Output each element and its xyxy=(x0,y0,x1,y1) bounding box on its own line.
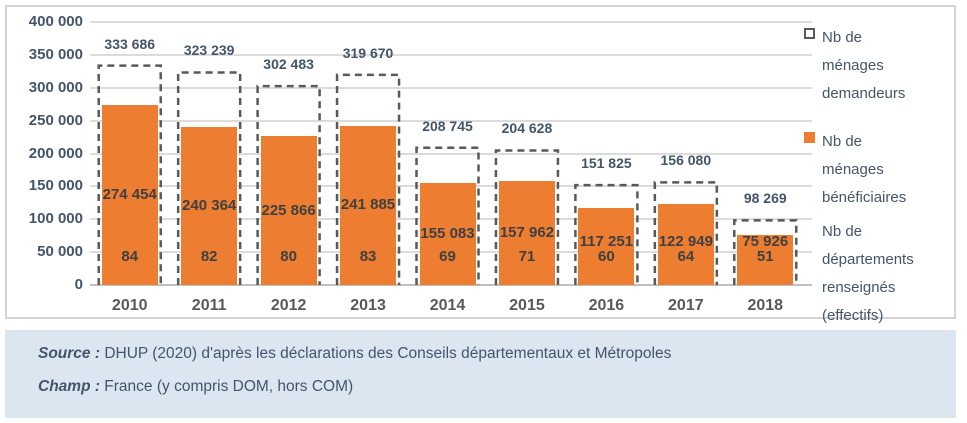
label-beneficiaires-2015: 157 962 xyxy=(499,224,555,242)
label-demandeurs-2015: 204 628 xyxy=(501,120,553,137)
chart-panel: 400 000 350 000 300 000 250 000 200 000 150 0… xyxy=(5,5,956,324)
x-axis-tick-label-2014: 2014 xyxy=(429,297,466,314)
label-departements-2012: 80 xyxy=(280,248,297,265)
label-beneficiaires-2010: 274 454 xyxy=(102,185,157,203)
y-axis-tick-label: 300 000 xyxy=(28,78,83,96)
source-text: DHUP (2020) d'après les déclarations des… xyxy=(100,345,672,362)
y-axis-tick-label: 200 000 xyxy=(28,144,83,162)
plot-area: 400 000 350 000 300 000 250 000 200 000 150 0… xyxy=(7,7,954,317)
x-axis-tick-label-2016: 2016 xyxy=(588,297,625,314)
label-beneficiaires-2011: 240 364 xyxy=(182,196,237,214)
champ-text: France (y compris DOM, hors COM) xyxy=(100,378,354,395)
x-axis-tick-label-2017: 2017 xyxy=(668,297,704,314)
y-axis-tick-label: 350 000 xyxy=(28,45,83,63)
grid-line xyxy=(90,86,812,89)
x-axis-tick-label-2015: 2015 xyxy=(509,297,545,314)
legend-label-departements: Nb de départements renseignés (effectifs… xyxy=(822,223,914,324)
label-demandeurs-2013: 319 670 xyxy=(342,44,394,61)
grid-line xyxy=(90,119,812,122)
label-departements-2014: 69 xyxy=(439,248,456,265)
y-axis-tick-label: 400 000 xyxy=(28,13,83,30)
grid-line xyxy=(90,284,812,286)
label-demandeurs-2014: 208 745 xyxy=(422,117,473,134)
label-departements-2017: 64 xyxy=(677,248,695,265)
x-axis-tick-label-2012: 2012 xyxy=(270,297,307,314)
label-departements-2010: 84 xyxy=(121,248,139,265)
grid-line xyxy=(90,53,812,56)
label-demandeurs-2017: 156 080 xyxy=(660,152,712,169)
label-beneficiaires-2014: 155 083 xyxy=(420,225,475,243)
source-line: Source : DHUP (2020) d'après les déclara… xyxy=(38,345,936,363)
y-axis-tick-label: 0 xyxy=(74,276,83,293)
label-departements-2013: 83 xyxy=(359,248,377,265)
label-demandeurs-2018: 98 269 xyxy=(743,190,787,207)
label-beneficiaires-2013: 241 885 xyxy=(340,196,396,214)
y-axis-tick-label: 50 000 xyxy=(37,243,83,261)
orange-square-icon xyxy=(804,132,815,143)
champ-prefix: Champ : xyxy=(38,378,100,395)
x-axis-tick-label-2011: 2011 xyxy=(191,297,227,314)
legend-label-beneficiaires: Nb de ménages bénéficiaires xyxy=(822,133,907,206)
y-axis-tick-label: 250 000 xyxy=(28,111,83,129)
label-demandeurs-2016: 151 825 xyxy=(581,155,632,172)
grid-line xyxy=(90,21,812,23)
x-axis-tick-label-2018: 2018 xyxy=(747,297,784,314)
label-demandeurs-2012: 302 483 xyxy=(263,56,314,73)
source-footer: Source : DHUP (2020) d'après les déclara… xyxy=(5,330,956,418)
label-departements-2011: 82 xyxy=(200,248,218,265)
label-beneficiaires-2012: 225 866 xyxy=(261,201,316,219)
dashed-square-icon xyxy=(804,28,815,39)
label-departements-2016: 60 xyxy=(598,248,615,265)
legend-label-demandeurs: Nb de ménages demandeurs xyxy=(822,29,906,102)
x-axis-tick-label-2013: 2013 xyxy=(350,297,386,314)
label-departements-2015: 71 xyxy=(518,248,536,265)
label-demandeurs-2011: 323 239 xyxy=(183,42,235,59)
y-axis-tick-label: 150 000 xyxy=(28,177,83,195)
chart-legend: Nb de ménages demandeurs Nb de ménages b… xyxy=(802,7,954,324)
y-axis-tick-label: 100 000 xyxy=(28,210,83,228)
label-departements-2018: 51 xyxy=(756,248,774,265)
source-prefix: Source : xyxy=(38,345,101,362)
champ-line: Champ : France (y compris DOM, hors COM) xyxy=(38,378,936,396)
label-demandeurs-2010: 333 686 xyxy=(104,35,156,52)
x-axis-tick-label-2010: 2010 xyxy=(111,297,148,314)
